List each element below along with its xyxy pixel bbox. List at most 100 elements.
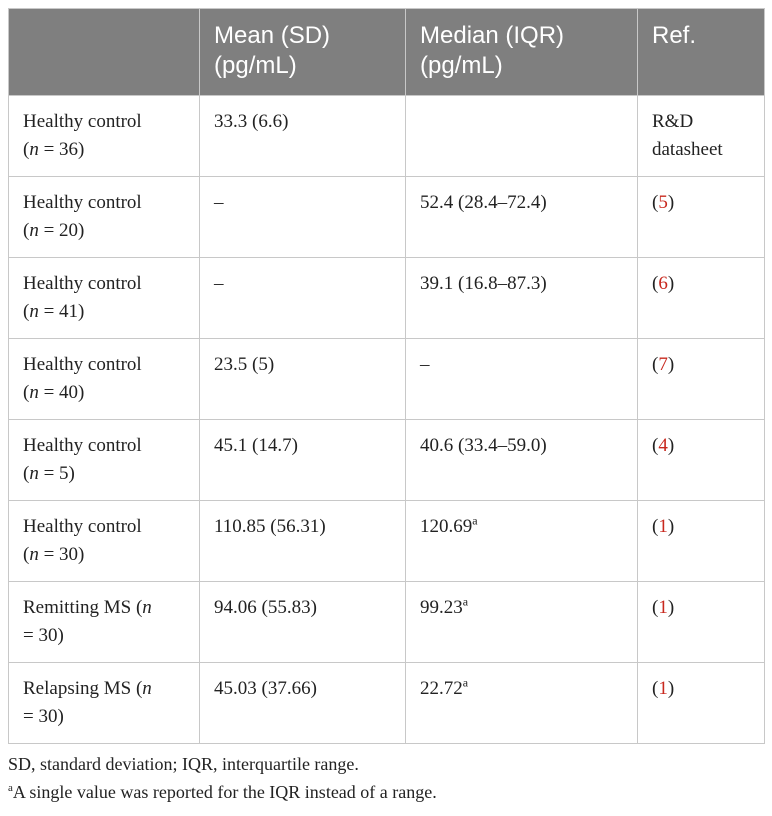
ref-cell: (1): [637, 662, 765, 744]
mean-cell: 45.1 (14.7): [199, 419, 406, 501]
mean-value: 33.3 (6.6): [214, 111, 289, 132]
mean-cell: 110.85 (56.31): [199, 500, 406, 582]
group-label: Healthy control: [23, 111, 142, 132]
n-value: = 30): [23, 706, 64, 727]
median-value: 40.6 (33.4–59.0): [420, 435, 547, 456]
ref-close-paren: ): [667, 435, 675, 456]
median-value: –: [420, 354, 430, 375]
footnote-marker: a: [472, 513, 478, 528]
table-row: Healthy control (n = 36) 33.3 (6.6) R&D …: [8, 95, 765, 177]
n-value: = 20): [38, 220, 85, 241]
n-value: = 41): [38, 301, 85, 322]
footnote-a: aA single value was reported for the IQR…: [8, 778, 764, 806]
ref-link[interactable]: 1: [658, 678, 668, 699]
table-row: Healthy control (n = 20) – 52.4 (28.4–72…: [8, 176, 765, 258]
ref-cell: (6): [637, 257, 765, 339]
ref-link[interactable]: 4: [658, 435, 668, 456]
table-row: Healthy control (n = 40) 23.5 (5) – (7): [8, 338, 765, 420]
n-symbol: n: [29, 382, 39, 403]
group-label: Relapsing MS (: [23, 678, 143, 699]
group-cell: Healthy control (n = 20): [8, 176, 200, 258]
group-label: Healthy control: [23, 435, 142, 456]
group-cell: Healthy control (n = 5): [8, 419, 200, 501]
n-prefix: (: [23, 544, 30, 565]
group-cell: Healthy control (n = 41): [8, 257, 200, 339]
median-cell: [405, 95, 638, 177]
ref-text: R&D datasheet: [652, 111, 723, 160]
group-cell: Healthy control (n = 36): [8, 95, 200, 177]
header-cell-ref: Ref.: [637, 8, 765, 96]
group-label: Healthy control: [23, 192, 142, 213]
ref-close-paren: ): [667, 354, 675, 375]
ref-close-paren: ): [667, 273, 675, 294]
ref-open-paren: (: [652, 678, 659, 699]
ref-cell: R&D datasheet: [637, 95, 765, 177]
ref-link[interactable]: 6: [658, 273, 668, 294]
table-row: Healthy control (n = 41) – 39.1 (16.8–87…: [8, 257, 765, 339]
ref-open-paren: (: [652, 435, 659, 456]
n-prefix: (: [23, 382, 30, 403]
ref-cell: (4): [637, 419, 765, 501]
table-container: Mean (SD) (pg/mL) Median (IQR) (pg/mL) R…: [8, 8, 765, 806]
footnote-a-marker: a: [8, 782, 13, 794]
group-label: Remitting MS (: [23, 597, 143, 618]
n-symbol: n: [29, 139, 39, 160]
group-cell: Healthy control (n = 30): [8, 500, 200, 582]
median-cell: 39.1 (16.8–87.3): [405, 257, 638, 339]
n-value: = 5): [38, 463, 75, 484]
mean-cell: –: [199, 257, 406, 339]
ref-open-paren: (: [652, 354, 659, 375]
mean-cell: 33.3 (6.6): [199, 95, 406, 177]
ref-cell: (7): [637, 338, 765, 420]
mean-cell: 94.06 (55.83): [199, 581, 406, 663]
mean-value: 94.06 (55.83): [214, 597, 317, 618]
footnote-marker: a: [462, 594, 469, 609]
header-cell-median: Median (IQR) (pg/mL): [405, 8, 638, 96]
mean-value: 45.1 (14.7): [214, 435, 298, 456]
ref-close-paren: ): [667, 192, 675, 213]
mean-cell: –: [199, 176, 406, 258]
ref-link[interactable]: 1: [658, 516, 668, 537]
header-cell-mean: Mean (SD) (pg/mL): [199, 8, 406, 96]
table-body: Healthy control (n = 36) 33.3 (6.6) R&D …: [8, 95, 765, 744]
group-cell: Healthy control (n = 40): [8, 338, 200, 420]
ref-cell: (5): [637, 176, 765, 258]
mean-cell: 45.03 (37.66): [199, 662, 406, 744]
n-prefix: (: [23, 301, 30, 322]
header-ref-label: Ref.: [652, 22, 697, 49]
median-cell: –: [405, 338, 638, 420]
median-cell: 22.72a: [405, 662, 638, 744]
ref-cell: (1): [637, 581, 765, 663]
ref-open-paren: (: [652, 516, 659, 537]
footnote-a-text: A single value was reported for the IQR …: [12, 782, 437, 802]
ref-link[interactable]: 1: [658, 597, 668, 618]
median-value: 99.23: [420, 597, 463, 618]
median-value: 120.69: [420, 516, 473, 537]
n-symbol: n: [29, 301, 39, 322]
ref-link[interactable]: 5: [658, 192, 668, 213]
group-label: Healthy control: [23, 354, 142, 375]
mean-value: –: [214, 192, 224, 213]
ref-close-paren: ): [667, 597, 675, 618]
header-mean-line1: Mean (SD): [214, 22, 331, 49]
median-cell: 40.6 (33.4–59.0): [405, 419, 638, 501]
ref-cell: (1): [637, 500, 765, 582]
n-value: = 30): [23, 625, 64, 646]
median-value: 22.72: [420, 678, 463, 699]
table-row: Remitting MS (n = 30) 94.06 (55.83) 99.2…: [8, 581, 765, 663]
mean-value: –: [214, 273, 224, 294]
median-cell: 120.69a: [405, 500, 638, 582]
n-prefix: (: [23, 139, 30, 160]
ref-link[interactable]: 7: [658, 354, 668, 375]
table-footnotes: SD, standard deviation; IQR, interquarti…: [8, 750, 764, 806]
header-mean-line2: (pg/mL): [214, 52, 297, 79]
table-row: Relapsing MS (n = 30) 45.03 (37.66) 22.7…: [8, 662, 765, 744]
mean-value: 110.85 (56.31): [214, 516, 326, 537]
ref-close-paren: ): [667, 678, 675, 699]
median-cell: 52.4 (28.4–72.4): [405, 176, 638, 258]
n-symbol: n: [29, 544, 39, 565]
n-symbol: n: [142, 678, 152, 699]
ref-open-paren: (: [652, 597, 659, 618]
mean-cell: 23.5 (5): [199, 338, 406, 420]
n-prefix: (: [23, 463, 30, 484]
